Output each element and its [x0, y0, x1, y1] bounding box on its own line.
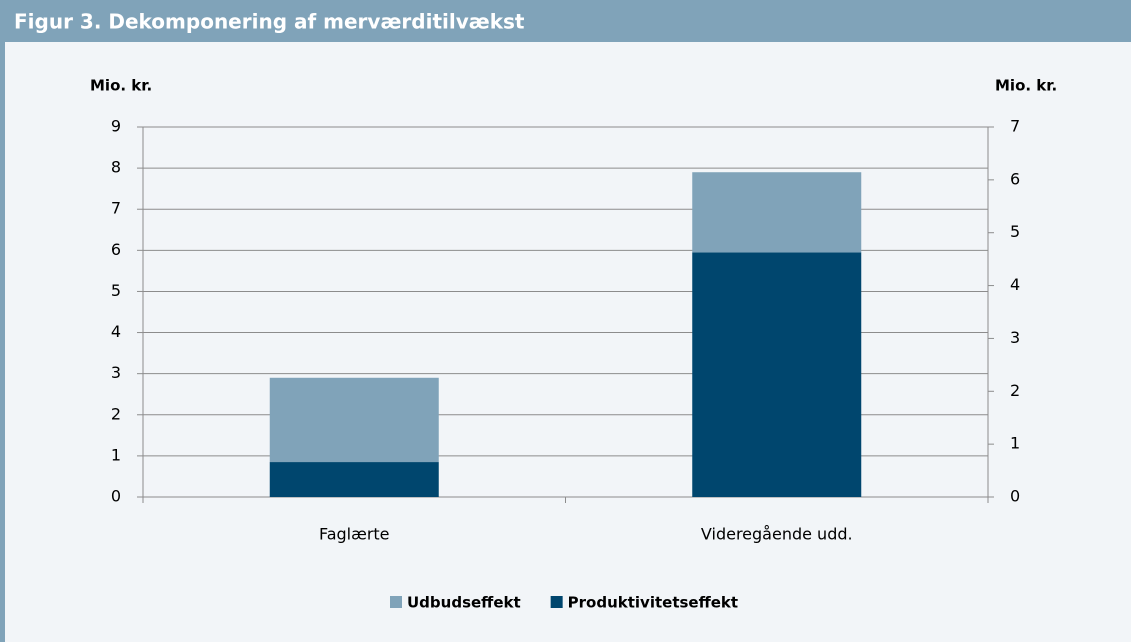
y-tick-label: 3	[111, 363, 121, 382]
y2-tick-label: 3	[1010, 328, 1020, 347]
y2-tick-label: 7	[1010, 117, 1020, 136]
bar	[692, 172, 862, 253]
y2-tick-label: 0	[1010, 487, 1020, 506]
y2-tick-label: 1	[1010, 434, 1020, 453]
y2-tick-label: 2	[1010, 381, 1020, 400]
bar	[269, 462, 439, 497]
y2-axis-label: Mio. kr.	[995, 77, 1057, 95]
y-tick-label: 8	[111, 158, 121, 177]
y-axis-label: Mio. kr.	[90, 77, 152, 95]
bar	[269, 377, 439, 463]
y-tick-label: 1	[111, 445, 121, 464]
y2-tick-label: 5	[1010, 222, 1020, 241]
y-tick-label: 6	[111, 240, 121, 259]
x-tick-label: Videregående udd.	[701, 525, 853, 544]
y-tick-label: 2	[111, 404, 121, 423]
y2-tick-label: 4	[1010, 275, 1020, 294]
left-border	[0, 0, 5, 642]
legend-label: Udbudseffekt	[407, 594, 521, 612]
legend-swatch	[550, 596, 563, 608]
bar	[692, 252, 862, 497]
legend-swatch	[390, 596, 402, 608]
y-tick-label: 7	[111, 199, 121, 218]
y-tick-label: 9	[111, 117, 121, 136]
header-bar	[0, 0, 1131, 42]
chart-title: Figur 3. Dekomponering af merværditilvæk…	[14, 10, 525, 34]
y-tick-label: 4	[111, 322, 121, 341]
x-tick-label: Faglærte	[319, 525, 390, 544]
legend-label: Produktivitetseffekt	[568, 594, 738, 612]
y-tick-label: 0	[111, 487, 121, 506]
y2-tick-label: 6	[1010, 169, 1020, 188]
y-tick-label: 5	[111, 281, 121, 300]
